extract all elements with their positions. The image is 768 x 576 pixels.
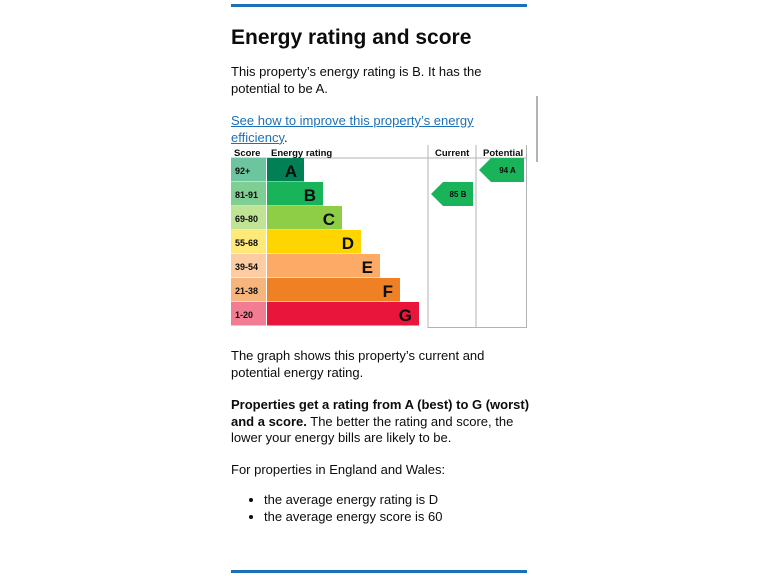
score-range-g: 1-20 <box>235 310 253 320</box>
score-cell-b <box>231 182 266 206</box>
rating-letter-f: F <box>383 282 393 301</box>
rating-bar-e <box>267 254 380 278</box>
rating-letter-a: A <box>285 162 297 181</box>
rating-bar-a <box>267 158 304 182</box>
current-rating-arrow-label: 85 B <box>450 190 467 199</box>
score-cell-a <box>231 158 266 182</box>
score-range-b: 81-91 <box>235 190 258 200</box>
bottom-divider <box>231 570 527 573</box>
potential-rating-arrow-label: 94 A <box>499 166 516 175</box>
ratings-explanation-rest: The better the rating and score, the low… <box>231 413 514 446</box>
rating-letter-b: B <box>304 186 316 205</box>
region-text: For properties in England and Wales: <box>231 462 446 477</box>
energy-rating-chart: Score Energy rating Current Potential 92+ A 81… <box>231 145 527 328</box>
rating-letter-e: E <box>362 258 373 277</box>
averages-list: the average energy rating is D the avera… <box>231 491 443 525</box>
potential-header: Potential <box>483 148 523 159</box>
ratings-explanation: Properties get a rating from A (best) to… <box>231 397 531 447</box>
score-range-d: 55-68 <box>235 238 258 248</box>
page-heading: Energy rating and score <box>231 26 472 49</box>
score-range-e: 39-54 <box>235 262 258 272</box>
improve-paragraph: See how to improve this property’s energ… <box>231 113 531 146</box>
score-cell-e <box>231 254 266 278</box>
score-range-a: 92+ <box>235 166 250 176</box>
rating-bar-g <box>267 302 419 326</box>
score-cell-f <box>231 278 266 302</box>
rating-bar-f <box>267 278 400 302</box>
score-range-f: 21-38 <box>235 286 258 296</box>
intro-text: This property’s energy rating is B. It h… <box>231 64 482 96</box>
improve-link-suffix: . <box>284 129 288 145</box>
current-header: Current <box>435 148 470 159</box>
average-score-item: the average energy score is 60 <box>264 508 443 525</box>
current-rating-arrow <box>431 182 473 206</box>
top-divider <box>231 4 527 7</box>
rating-bar-d <box>267 230 361 254</box>
energy-rating-header: Energy rating <box>271 148 332 159</box>
score-range-c: 69-80 <box>235 214 258 224</box>
ratings-explanation-bold: Properties get a rating from A (best) to… <box>231 397 530 429</box>
score-cell-c <box>231 206 266 230</box>
energy-rating-graph: Score Energy rating Current Potential 92+ A 81… <box>231 145 527 328</box>
rating-letter-g: G <box>399 306 412 325</box>
improve-efficiency-link[interactable]: See how to improve this property’s energ… <box>231 113 474 145</box>
average-rating-item: the average energy rating is D <box>264 491 443 508</box>
graph-description: The graph shows this property’s current … <box>231 348 485 380</box>
rating-bar-b <box>267 182 323 206</box>
potential-rating-arrow <box>479 158 524 182</box>
score-header: Score <box>234 148 260 159</box>
score-cell-g <box>231 302 266 326</box>
rating-bar-c <box>267 206 342 230</box>
rating-letter-d: D <box>342 234 354 253</box>
rating-letter-c: C <box>323 210 335 229</box>
scrollbar-thumb[interactable] <box>536 96 538 162</box>
score-cell-d <box>231 230 266 254</box>
